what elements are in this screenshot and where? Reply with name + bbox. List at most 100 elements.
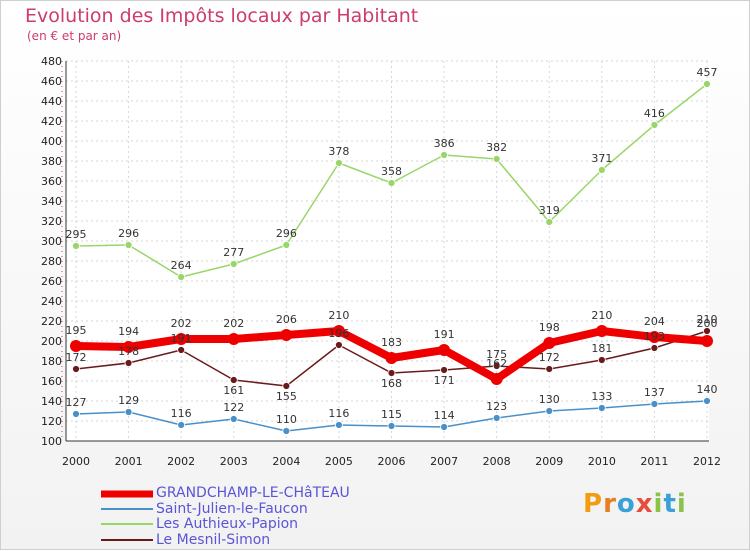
data-label-authieux: 378 [328,145,349,158]
data-point-saint-julien [440,423,448,431]
data-label-authieux: 457 [697,66,718,79]
y-tick-label: 460 [41,75,62,88]
data-point-saint-julien [597,404,606,412]
data-label-mesnil: 171 [434,374,455,387]
y-tick-label: 340 [41,195,62,208]
data-label-authieux: 264 [171,259,192,272]
logo-letter: i [653,489,664,519]
data-label-authieux: 295 [66,228,87,241]
data-point-authieux [177,273,186,281]
data-point-grandchamp [175,333,188,345]
data-point-grandchamp [122,341,135,353]
data-point-authieux [703,80,711,88]
data-label-saint-julien: 140 [697,383,718,396]
data-label-mesnil: 172 [66,351,87,364]
data-point-grandchamp [332,325,345,337]
data-label-authieux: 382 [486,141,507,154]
data-point-mesnil [492,362,501,370]
data-point-saint-julien [72,410,80,418]
data-label-grandchamp: 202 [223,317,244,330]
legend-label-authieux: Les Authieux-Papion [156,516,299,532]
y-tick-label: 480 [41,55,62,68]
y-tick-label: 160 [41,375,62,388]
data-point-authieux [545,218,554,226]
data-label-saint-julien: 133 [591,390,612,403]
data-label-mesnil: 168 [381,377,402,390]
data-label-authieux: 277 [223,246,244,259]
x-tick-label: 2012 [693,455,721,468]
data-point-grandchamp [385,352,398,364]
data-point-mesnil [440,366,448,374]
data-label-authieux: 296 [276,227,297,240]
x-tick-label: 2005 [325,455,353,468]
y-tick-label: 280 [41,255,62,268]
data-point-saint-julien [387,422,396,430]
proxiti-logo: Proxiti [583,489,687,519]
legend-label-saint-julien: Saint-Julien-le-Faucon [156,501,308,517]
data-point-saint-julien [545,407,554,415]
y-tick-label: 440 [41,95,62,108]
logo-letter: r [603,489,617,519]
x-tick-label: 2007 [430,455,458,468]
data-point-saint-julien [124,408,133,416]
y-tick-label: 380 [41,155,62,168]
data-point-grandchamp [595,325,608,337]
data-point-saint-julien [282,427,291,435]
y-tick-label: 420 [41,115,62,128]
data-point-saint-julien [335,421,343,429]
data-point-authieux [387,179,396,187]
data-label-mesnil: 193 [644,330,665,343]
y-tick-label: 180 [41,355,62,368]
data-point-grandchamp [280,329,293,341]
data-label-saint-julien: 110 [276,413,297,426]
data-point-authieux [124,241,133,249]
y-tick-label: 220 [41,315,62,328]
y-tick-label: 300 [41,235,62,248]
data-label-mesnil: 175 [486,348,507,361]
chart-title: Evolution des Impôts locaux par Habitant [25,5,419,27]
data-label-authieux: 358 [381,165,402,178]
data-point-grandchamp [438,344,451,356]
data-point-authieux [492,155,501,163]
data-label-mesnil: 178 [118,345,139,358]
data-point-mesnil [545,365,554,373]
data-label-mesnil: 172 [539,351,560,364]
data-point-mesnil [387,369,396,377]
x-tick-label: 2000 [62,455,90,468]
data-point-saint-julien [703,397,711,405]
data-point-mesnil [597,356,606,364]
data-label-grandchamp: 194 [118,325,139,338]
logo-letter: x [635,489,654,519]
logo-letter: t [663,489,677,519]
data-point-grandchamp [490,373,503,385]
data-point-grandchamp [648,331,661,343]
data-point-authieux [229,260,238,268]
legend-label-grandchamp: GRANDCHAMP-LE-CHâTEAU [156,485,350,501]
data-label-saint-julien: 114 [434,409,455,422]
data-label-saint-julien: 137 [644,386,665,399]
data-point-mesnil [703,327,711,335]
x-tick-label: 2009 [535,455,563,468]
data-label-saint-julien: 123 [486,400,507,413]
x-tick-label: 2004 [272,455,300,468]
data-label-authieux: 416 [644,107,665,120]
data-label-grandchamp: 162 [486,357,507,370]
data-point-grandchamp [70,340,82,352]
data-label-authieux: 296 [118,227,139,240]
data-label-grandchamp: 204 [644,315,665,328]
data-point-mesnil [72,365,80,373]
data-label-saint-julien: 127 [66,396,87,409]
y-tick-label: 360 [41,175,62,188]
y-tick-label: 260 [41,275,62,288]
data-label-grandchamp: 206 [276,313,297,326]
data-point-authieux [335,159,343,167]
data-point-authieux [597,166,606,174]
data-point-mesnil [177,346,186,354]
y-tick-label: 400 [41,135,62,148]
data-point-authieux [282,241,291,249]
logo-letter: i [676,489,687,519]
x-tick-label: 2010 [588,455,616,468]
data-label-grandchamp: 200 [697,317,718,330]
data-label-mesnil: 196 [328,327,349,340]
